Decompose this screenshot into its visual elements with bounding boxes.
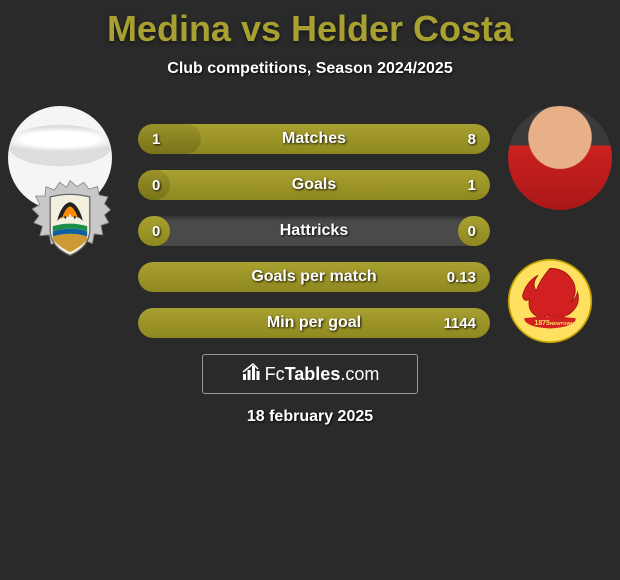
page-title: Medina vs Helder Costa xyxy=(0,0,620,50)
page-subtitle: Club competitions, Season 2024/2025 xyxy=(0,60,620,78)
brand-box[interactable]: FcTables.com xyxy=(202,354,418,394)
stat-right-value: 0.13 xyxy=(447,262,476,292)
stat-label: Goals per match xyxy=(138,262,490,292)
stat-label: Min per goal xyxy=(138,308,490,338)
stat-right-value: 1144 xyxy=(443,308,476,338)
stat-row-goals-per-match: Goals per match 0.13 xyxy=(138,262,490,292)
player-right-avatar xyxy=(508,106,612,210)
svg-text:NEWTOWN: NEWTOWN xyxy=(550,321,574,326)
stat-label: Hattricks xyxy=(138,216,490,246)
stat-row-hattricks: 0 Hattricks 0 xyxy=(138,216,490,246)
stats-bars: 1 Matches 8 0 Goals 1 0 Hattricks 0 Goal… xyxy=(138,124,490,354)
club-left-crest xyxy=(27,178,113,264)
brand-text-com: .com xyxy=(340,364,379,385)
stat-row-min-per-goal: Min per goal 1144 xyxy=(138,308,490,338)
stat-right-value: 8 xyxy=(468,124,476,154)
club-right-crest: 1875 NEWTOWN xyxy=(507,258,593,344)
stat-right-value: 1 xyxy=(468,170,476,200)
stat-row-goals: 0 Goals 1 xyxy=(138,170,490,200)
stat-label: Goals xyxy=(138,170,490,200)
brand-text-fc: Fc xyxy=(265,364,285,385)
stat-row-matches: 1 Matches 8 xyxy=(138,124,490,154)
brand-chart-icon xyxy=(241,362,261,387)
stat-right-value: 0 xyxy=(468,216,476,246)
date-label: 18 february 2025 xyxy=(0,408,620,426)
stat-label: Matches xyxy=(138,124,490,154)
brand-text-tables: Tables xyxy=(285,364,341,385)
svg-text:1875: 1875 xyxy=(535,320,550,327)
